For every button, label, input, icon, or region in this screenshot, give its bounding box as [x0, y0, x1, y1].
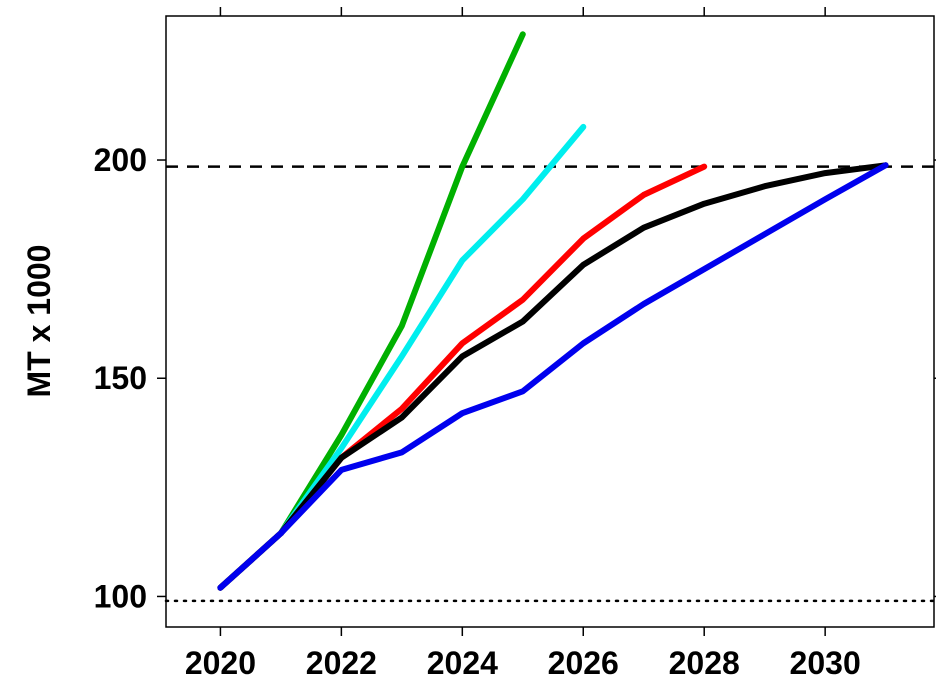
- x-tick-label: 2030: [790, 645, 861, 681]
- x-tick-label: 2020: [185, 645, 256, 681]
- series-line-1: [217, 31, 526, 591]
- x-tick-label: 2026: [548, 645, 619, 681]
- y-axis-title: MT x 1000: [21, 245, 57, 398]
- y-axis-tick-labels: 100 150 200: [94, 142, 147, 614]
- series-line-2: [217, 123, 587, 591]
- series-lines: [217, 31, 889, 591]
- y-tick-label: 150: [94, 360, 147, 396]
- y-tick-label: 200: [94, 142, 147, 178]
- series-line-4: [217, 162, 889, 591]
- x-tick-label: 2028: [669, 645, 740, 681]
- x-tick-label: 2022: [306, 645, 377, 681]
- plot-frame: [165, 15, 935, 628]
- x-axis-tick-labels: 2020 2022 2024 2026 2028 2030: [185, 645, 861, 681]
- x-tick-label: 2024: [427, 645, 498, 681]
- y-tick-label: 100: [94, 578, 147, 614]
- series-line-5: [217, 162, 889, 591]
